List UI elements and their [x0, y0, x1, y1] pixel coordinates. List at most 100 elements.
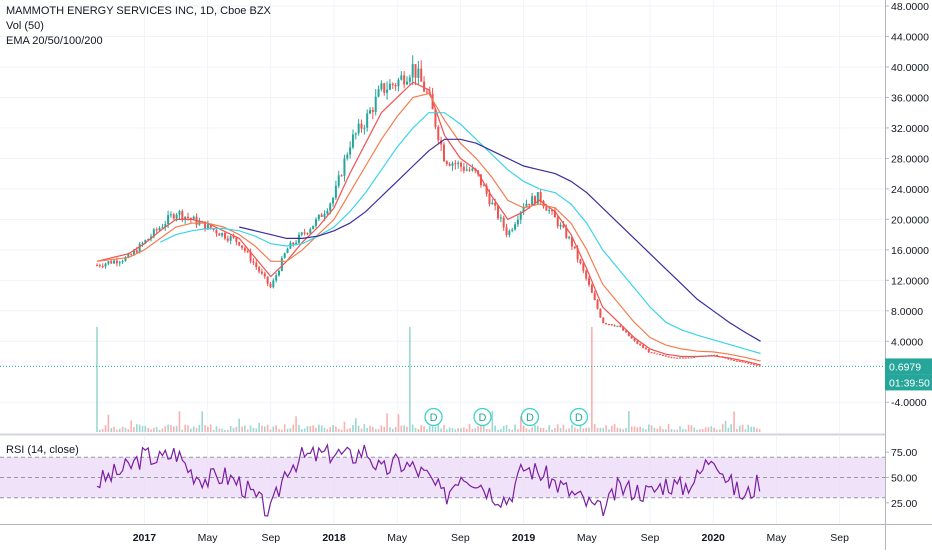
volume-bar: [656, 428, 659, 432]
candle-body: [388, 83, 391, 90]
volume-bar: [258, 422, 260, 432]
volume-bar: [300, 429, 303, 432]
volume-bar: [249, 425, 252, 432]
candle-body: [334, 185, 337, 198]
volume-bar: [744, 429, 747, 432]
volume-bar: [727, 427, 730, 432]
rsi-axis[interactable]: 75.00 50.00 25.00: [885, 447, 917, 510]
candle-body: [553, 210, 556, 218]
volume-bar: [113, 426, 115, 432]
rsi-legend[interactable]: RSI (14, close): [6, 444, 79, 456]
candle-body: [204, 221, 207, 230]
time-axis[interactable]: 2017 May Sep 2018 May Sep 2019 May Sep 2020 May Sep: [133, 532, 849, 544]
volume-bar: [207, 426, 209, 432]
volume-bar: [636, 427, 639, 432]
dividend-label: D: [479, 412, 487, 424]
volume-bar: [116, 429, 118, 432]
candle-body: [164, 224, 167, 228]
rsi-tick-label: 75.00: [891, 447, 917, 459]
dividend-marker[interactable]: D: [424, 407, 443, 427]
volume-bar: [585, 427, 587, 432]
candle-body: [249, 251, 252, 262]
candle-body: [255, 262, 258, 268]
dividend-marker[interactable]: D: [473, 407, 492, 427]
candle-body: [468, 169, 471, 171]
volume-bars: [96, 327, 761, 432]
volume-bar: [497, 429, 499, 432]
candle-body: [417, 68, 420, 78]
dividend-marker[interactable]: D: [520, 407, 540, 427]
legend-title[interactable]: MAMMOTH ENERGY SERVICES INC, 1D, Cboe BZ…: [6, 5, 271, 17]
volume-bar: [565, 429, 568, 432]
volume-bar: [593, 424, 596, 432]
candle-body: [588, 278, 591, 285]
volume-bar: [758, 428, 761, 432]
candle-body: [619, 325, 622, 327]
volume-bar: [625, 427, 627, 432]
volume-bar: [710, 426, 713, 432]
candle-body: [585, 270, 588, 279]
dividend-label: D: [430, 412, 438, 424]
candle-body: [465, 169, 468, 171]
legend-vol[interactable]: Vol (50): [6, 20, 44, 32]
volume-bar: [588, 427, 590, 432]
ema-line-ema-100: [159, 112, 761, 355]
candle-body: [448, 164, 451, 166]
volume-bar: [349, 428, 351, 432]
candle-body: [590, 284, 593, 293]
time-tick-label: Sep: [451, 532, 470, 544]
candle-body: [374, 96, 377, 112]
candle-body: [363, 127, 366, 129]
dividend-marker[interactable]: D: [569, 407, 589, 427]
volume-bar: [269, 429, 272, 432]
candle-body: [437, 126, 440, 141]
main-pane[interactable]: [0, 0, 885, 433]
volume-bar: [252, 427, 255, 432]
volume-bar: [315, 427, 317, 432]
candle-body: [667, 356, 670, 358]
candle-body: [337, 175, 340, 186]
candle-body: [735, 360, 738, 362]
volume-bar: [224, 429, 226, 432]
legend-ema[interactable]: EMA 20/50/100/200: [6, 35, 103, 47]
volume-bar: [719, 429, 721, 432]
candle-body: [693, 356, 696, 358]
volume-bar: [628, 411, 630, 432]
candle-body: [269, 283, 272, 288]
candle-body: [280, 258, 283, 271]
price-tick-label: -4.0000: [891, 397, 927, 409]
volume-bar: [650, 425, 653, 432]
volume-bar: [323, 427, 326, 432]
candle-body: [246, 250, 249, 252]
candle-body: [178, 211, 181, 215]
volume-bar: [386, 413, 388, 432]
candle-body: [519, 212, 522, 220]
volume-bar: [355, 418, 357, 432]
volume-bar: [295, 416, 297, 432]
candle-body: [206, 224, 209, 230]
dividend-circle: [520, 407, 540, 427]
volume-bar: [573, 427, 576, 432]
volume-bar: [539, 427, 542, 432]
candle-body: [343, 158, 346, 176]
volume-bar: [423, 426, 425, 432]
candle-body: [332, 197, 335, 204]
volume-bar: [630, 426, 633, 432]
time-tick-label: 2020: [702, 532, 726, 544]
price-axis[interactable]: 48.0000 44.0000 40.0000 36.0000 32.0000 28.00…: [885, 1, 929, 409]
candle-body: [221, 232, 224, 236]
candle-body: [320, 214, 323, 217]
candle-body: [110, 261, 113, 264]
candle-body: [514, 224, 517, 230]
dividend-circle: [569, 407, 589, 427]
volume-bar: [369, 425, 371, 432]
candle-body: [548, 210, 551, 212]
candle-body: [158, 228, 161, 231]
candle-body: [169, 214, 172, 216]
candle-body: [442, 144, 445, 162]
candle-body: [485, 185, 488, 194]
dividend-circle: [473, 407, 492, 427]
volume-bar: [682, 428, 684, 432]
